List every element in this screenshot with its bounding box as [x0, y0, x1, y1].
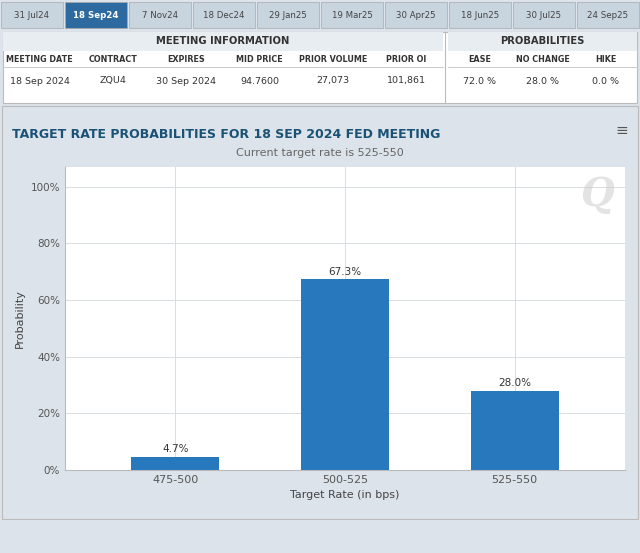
Bar	[193, 2, 255, 28]
Text: 0.0 %: 0.0 %	[592, 76, 619, 86]
Text: 94.7600: 94.7600	[240, 76, 279, 86]
Text: EASE: EASE	[468, 55, 491, 64]
Text: 7 Nov24: 7 Nov24	[142, 11, 178, 19]
Text: 18 Sep24: 18 Sep24	[73, 11, 119, 19]
Bar	[129, 2, 191, 28]
Bar	[257, 2, 319, 28]
Text: 30 Apr25: 30 Apr25	[396, 11, 436, 19]
Text: Q: Q	[580, 176, 614, 214]
Text: 28.0%: 28.0%	[498, 378, 531, 388]
Text: NO CHANGE: NO CHANGE	[516, 55, 570, 64]
Text: 30 Jul25: 30 Jul25	[527, 11, 561, 19]
Text: MID PRICE: MID PRICE	[236, 55, 283, 64]
Bar	[470, 391, 559, 470]
Bar	[321, 2, 383, 28]
Text: 24 Sep25: 24 Sep25	[588, 11, 628, 19]
Bar	[448, 32, 637, 51]
Text: 18 Jun25: 18 Jun25	[461, 11, 499, 19]
Text: Current target rate is 525-550: Current target rate is 525-550	[236, 148, 404, 158]
Text: 27,073: 27,073	[316, 76, 349, 86]
Bar	[1, 2, 63, 28]
Bar	[513, 2, 575, 28]
Bar	[449, 2, 511, 28]
Text: 31 Jul24: 31 Jul24	[15, 11, 49, 19]
Text: 19 Mar25: 19 Mar25	[332, 11, 372, 19]
Text: EXPIRES: EXPIRES	[168, 55, 205, 64]
Bar	[577, 2, 639, 28]
Bar	[301, 279, 389, 470]
Text: PRIOR VOLUME: PRIOR VOLUME	[299, 55, 367, 64]
Text: MEETING DATE: MEETING DATE	[6, 55, 73, 64]
Text: HIKE: HIKE	[595, 55, 616, 64]
Y-axis label: Probability: Probability	[15, 289, 25, 348]
Text: ≡: ≡	[615, 123, 628, 138]
Text: 72.0 %: 72.0 %	[463, 76, 496, 86]
Text: 18 Dec24: 18 Dec24	[204, 11, 244, 19]
Text: 30 Sep 2024: 30 Sep 2024	[156, 76, 216, 86]
Text: MEETING INFORMATION: MEETING INFORMATION	[156, 36, 290, 46]
Text: 29 Jan25: 29 Jan25	[269, 11, 307, 19]
Text: 4.7%: 4.7%	[162, 444, 189, 454]
Text: PRIOR OI: PRIOR OI	[386, 55, 426, 64]
Text: 28.0 %: 28.0 %	[526, 76, 559, 86]
X-axis label: Target Rate (in bps): Target Rate (in bps)	[291, 491, 400, 500]
Text: 18 Sep 2024: 18 Sep 2024	[10, 76, 70, 86]
Text: CONTRACT: CONTRACT	[88, 55, 138, 64]
Bar	[131, 457, 220, 470]
Bar	[65, 2, 127, 28]
Text: 67.3%: 67.3%	[328, 267, 362, 276]
Bar	[3, 32, 443, 51]
Bar	[385, 2, 447, 28]
Text: ZQU4: ZQU4	[100, 76, 127, 86]
Text: PROBABILITIES: PROBABILITIES	[500, 36, 585, 46]
Text: 101,861: 101,861	[387, 76, 426, 86]
Text: TARGET RATE PROBABILITIES FOR 18 SEP 2024 FED MEETING: TARGET RATE PROBABILITIES FOR 18 SEP 202…	[12, 128, 440, 141]
